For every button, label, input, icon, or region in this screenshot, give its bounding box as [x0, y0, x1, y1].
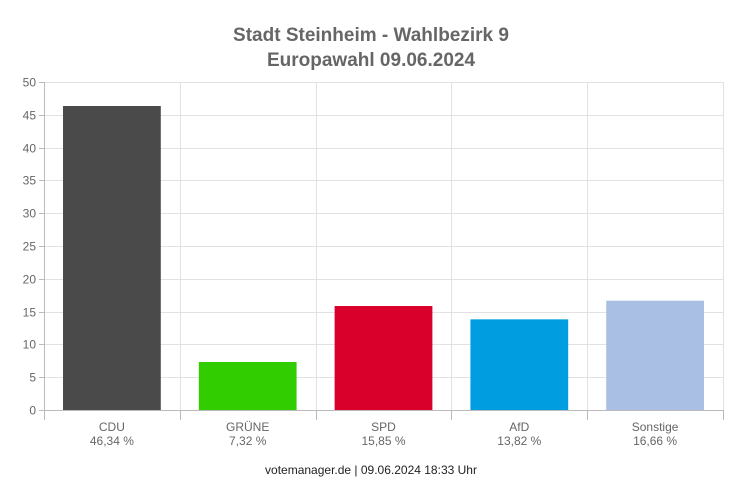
chart-footer: votemanager.de | 09.06.2024 18:33 Uhr: [265, 463, 477, 477]
x-value-label: 7,32 %: [229, 434, 267, 448]
y-tick-label: 15: [23, 306, 37, 320]
x-tick-label: Sonstige: [632, 420, 679, 434]
y-tick-label: 5: [29, 371, 36, 385]
x-value-label: 46,34 %: [90, 434, 134, 448]
x-tick-label: CDU: [99, 420, 125, 434]
bar-sonstige: [606, 300, 704, 410]
y-tick-label: 40: [23, 142, 37, 156]
y-tick-label: 35: [23, 174, 37, 188]
x-tick-label: AfD: [509, 420, 529, 434]
y-tick-label: 45: [23, 109, 37, 123]
bar-afd: [470, 319, 569, 410]
x-value-label: 13,82 %: [497, 434, 541, 448]
y-tick-label: 50: [23, 76, 37, 90]
bar-cdu: [63, 106, 161, 411]
x-value-label: 16,66 %: [633, 434, 677, 448]
x-tick-label: SPD: [371, 420, 396, 434]
y-tick-label: 0: [29, 404, 36, 418]
y-tick-label: 20: [23, 273, 37, 287]
bar-spd: [334, 306, 433, 410]
y-tick-label: 10: [23, 338, 37, 352]
y-tick-label: 30: [23, 207, 37, 221]
bar-grüne: [198, 361, 297, 410]
x-value-label: 15,85 %: [361, 434, 405, 448]
chart-subtitle: Europawahl 09.06.2024: [266, 50, 476, 71]
chart-title: Stadt Steinheim - Wahlbezirk 9: [233, 25, 509, 46]
y-tick-label: 25: [23, 240, 37, 254]
x-tick-label: GRÜNE: [226, 420, 269, 434]
